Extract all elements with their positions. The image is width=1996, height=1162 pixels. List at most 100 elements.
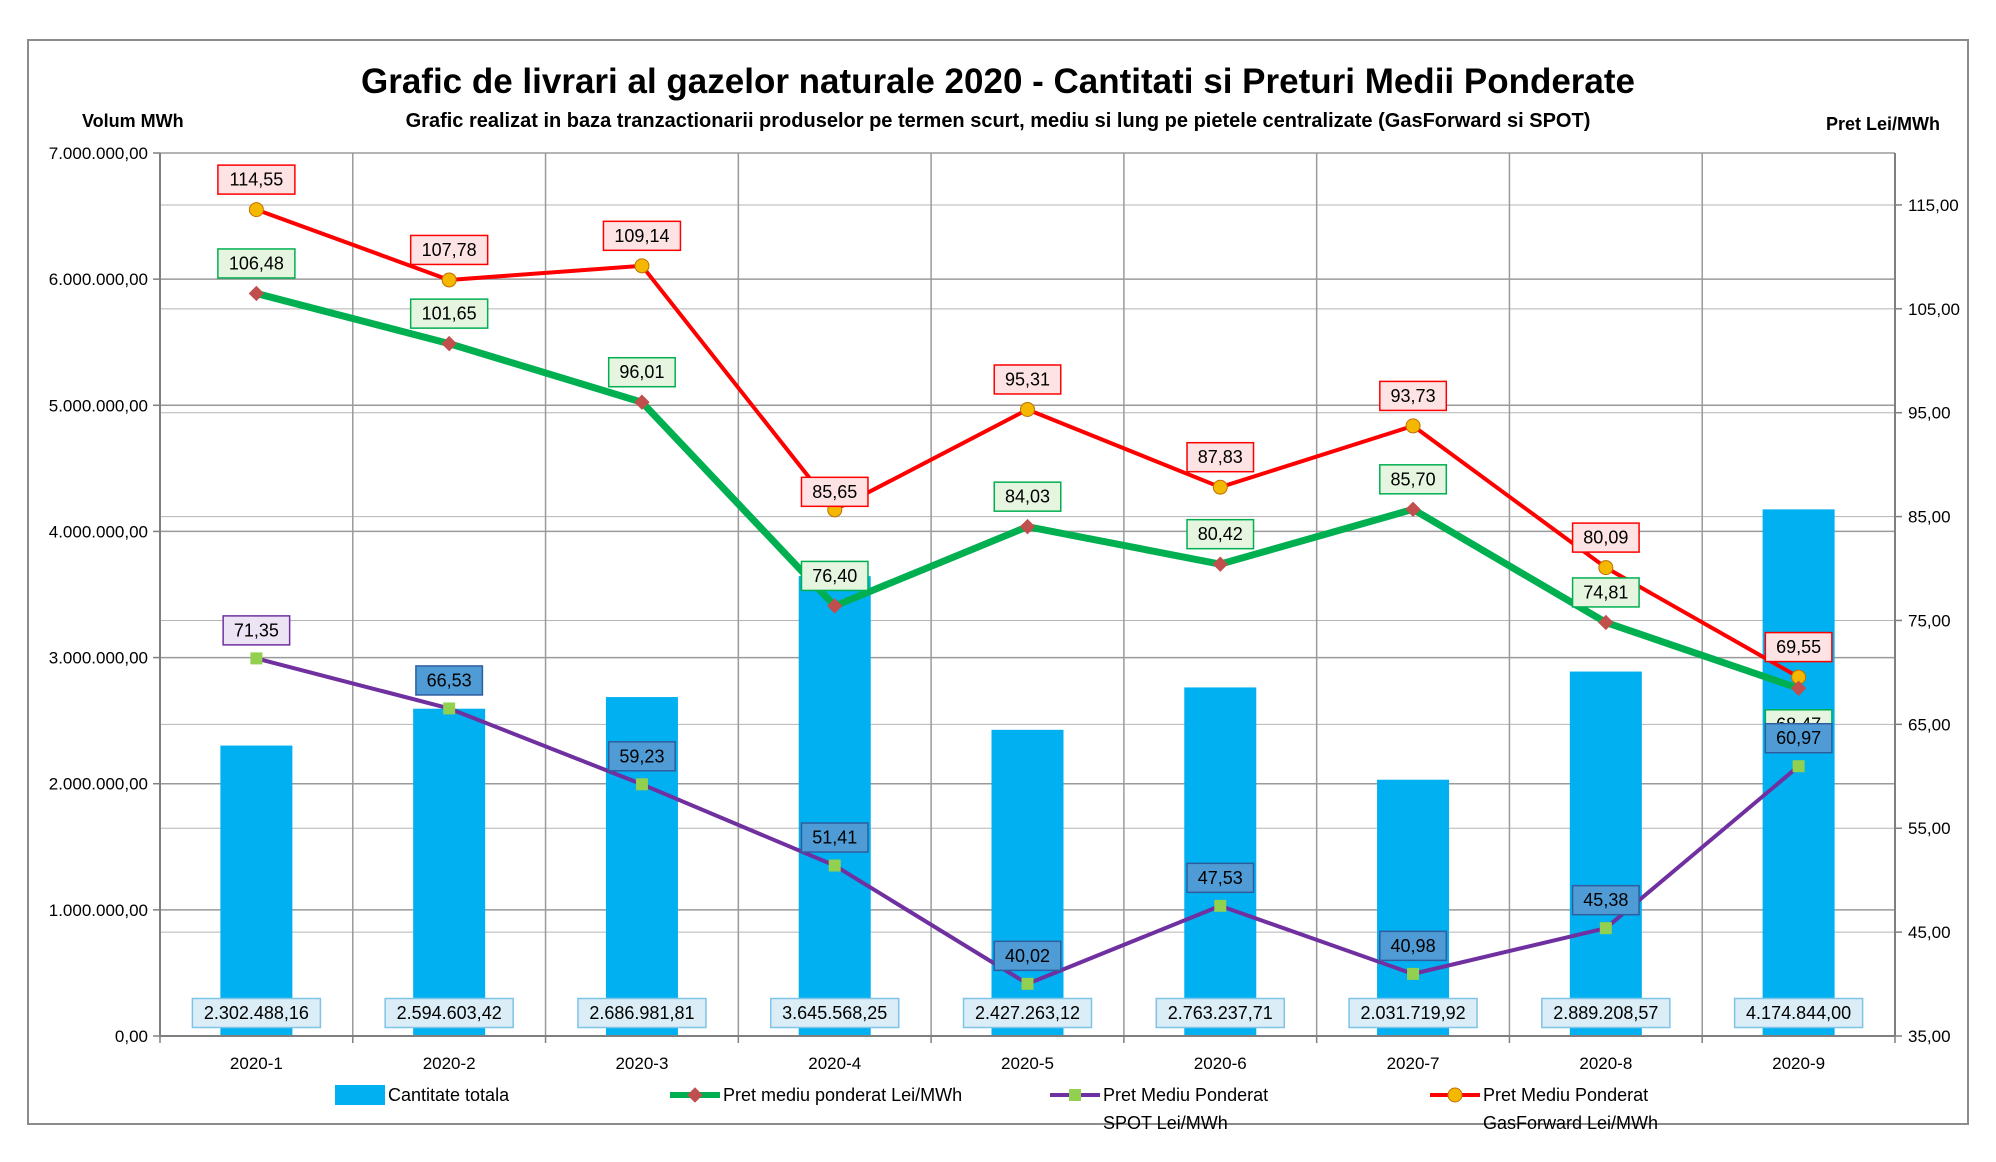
data-label-box: [409, 234, 489, 266]
y2-tick-label: 105,00: [1908, 300, 1960, 319]
data-point-marker: [1019, 518, 1036, 535]
data-point-marker: [441, 335, 457, 352]
data-label-box: [409, 298, 489, 329]
data-point-marker: [1598, 614, 1614, 631]
line-series: [248, 202, 1807, 990]
bar-value-label-box: [384, 997, 514, 1029]
data-label-box: [1764, 722, 1833, 754]
bar-value-label-box: [769, 997, 900, 1029]
data-label-box: [217, 164, 296, 195]
x-tick-label: 2020-3: [615, 1054, 668, 1073]
data-point-marker: [1020, 401, 1035, 417]
bar-value-label: 2.031.719,92: [1361, 1003, 1466, 1023]
data-point-marker: [1212, 479, 1228, 495]
data-label-box: [1571, 577, 1640, 608]
bar-value-label: 3.645.568,25: [782, 1003, 887, 1023]
data-labels: 2.302.488,16 2.594.603,42 2.686.981,81 3.64…: [191, 164, 1864, 1029]
y2-tick-label: 95,00: [1908, 404, 1951, 423]
x-tick-label: 2020-5: [1001, 1054, 1054, 1073]
y2-tick-label: 65,00: [1908, 715, 1951, 734]
legend-swatch-marker: [1447, 1087, 1463, 1103]
data-label-box: [607, 356, 676, 388]
data-label-box: [1571, 884, 1640, 916]
legend-swatch-marker: [1069, 1089, 1081, 1101]
y-tick-label: 4.000.000,00: [49, 522, 148, 541]
bar-value-label: 2.594.603,42: [397, 1003, 502, 1023]
data-point-marker: [248, 285, 265, 302]
axes: 0,00 1.000.000,00 2.000.000,00 3.000.000,00…: [49, 144, 1960, 1073]
legend-label: GasForward Lei/MWh: [1483, 1113, 1658, 1133]
chart-frame: [27, 39, 1969, 1125]
y2-tick-label: 115,00: [1908, 196, 1959, 215]
data-point-marker: [634, 394, 650, 410]
data-label-box: [1379, 380, 1448, 412]
bar-value-label-box: [1155, 997, 1286, 1029]
data-label-box: [1764, 631, 1833, 663]
bar-value-label-box: [191, 997, 322, 1029]
data-label: 80,42: [1198, 524, 1243, 544]
x-tick-label: 2020-8: [1579, 1054, 1632, 1073]
data-label: 84,03: [1005, 487, 1050, 507]
data-label: 59,23: [619, 746, 664, 766]
data-point-marker: [1405, 501, 1421, 518]
bar-value-label: 2.686.981,81: [589, 1003, 694, 1023]
data-label: 114,55: [230, 170, 284, 190]
legend-label: SPOT Lei/MWh: [1103, 1113, 1228, 1133]
data-point-marker: [1214, 899, 1227, 912]
bar: [1377, 779, 1450, 1036]
data-point-marker: [1407, 967, 1420, 980]
data-label-box: [1186, 441, 1255, 473]
data-point-marker: [635, 778, 648, 791]
y2-tick-label: 55,00: [1908, 819, 1951, 838]
x-tick-label: 2020-7: [1387, 1054, 1440, 1073]
legend-swatch-marker: [687, 1087, 703, 1103]
y-tick-label: 3.000.000,00: [49, 649, 148, 668]
data-label: 74,81: [1583, 582, 1628, 602]
data-point-marker: [1598, 560, 1614, 576]
bar: [1184, 687, 1257, 1036]
y2-tick-label: 85,00: [1908, 508, 1951, 527]
bar-value-label-box: [1348, 997, 1478, 1029]
x-tick-label: 2020-9: [1772, 1054, 1825, 1073]
data-label: 85,65: [812, 482, 857, 502]
data-label-box: [800, 822, 869, 853]
data-label: 87,83: [1198, 447, 1243, 467]
data-label: 95,31: [1005, 369, 1050, 389]
data-point-marker: [828, 859, 841, 872]
data-label: 71,35: [234, 620, 279, 640]
data-label-box: [217, 248, 296, 279]
data-point-marker: [827, 598, 843, 614]
y-tick-label: 5.000.000,00: [49, 396, 148, 415]
y-axis-title: Volum MWh: [82, 111, 184, 131]
legend-swatch-bar: [335, 1085, 385, 1105]
data-point-marker: [1405, 418, 1421, 434]
bar-value-label: 2.427.263,12: [975, 1003, 1080, 1023]
data-label-box: [415, 665, 484, 696]
data-label-box: [800, 476, 869, 508]
data-label: 96,01: [619, 362, 664, 382]
data-label: 45,38: [1583, 890, 1628, 910]
data-label-box: [993, 364, 1062, 395]
bar: [1762, 509, 1835, 1036]
data-label: 107,78: [422, 240, 477, 260]
data-label-box: [993, 481, 1062, 512]
data-point-marker: [1792, 760, 1805, 773]
data-label-box: [1186, 518, 1255, 550]
data-label-box: [1379, 464, 1448, 495]
bar-value-label-box: [962, 997, 1093, 1029]
legend-label: Pret mediu ponderat Lei/MWh: [723, 1085, 962, 1105]
legend-label: Cantitate totala: [388, 1085, 510, 1105]
y-tick-label: 2.000.000,00: [49, 775, 148, 794]
x-tick-label: 2020-4: [808, 1054, 861, 1073]
y-tick-label: 6.000.000,00: [49, 270, 148, 289]
bar-value-label: 2.763.237,71: [1168, 1003, 1273, 1023]
data-label: 85,70: [1391, 469, 1436, 489]
data-label: 40,98: [1391, 936, 1436, 956]
data-label: 47,53: [1198, 868, 1243, 888]
data-point-marker: [1599, 922, 1612, 935]
bar-value-label: 2.889.208,57: [1553, 1003, 1658, 1023]
x-tick-label: 2020-1: [230, 1054, 283, 1073]
y-tick-label: 1.000.000,00: [49, 901, 148, 920]
data-label-box: [993, 940, 1062, 972]
